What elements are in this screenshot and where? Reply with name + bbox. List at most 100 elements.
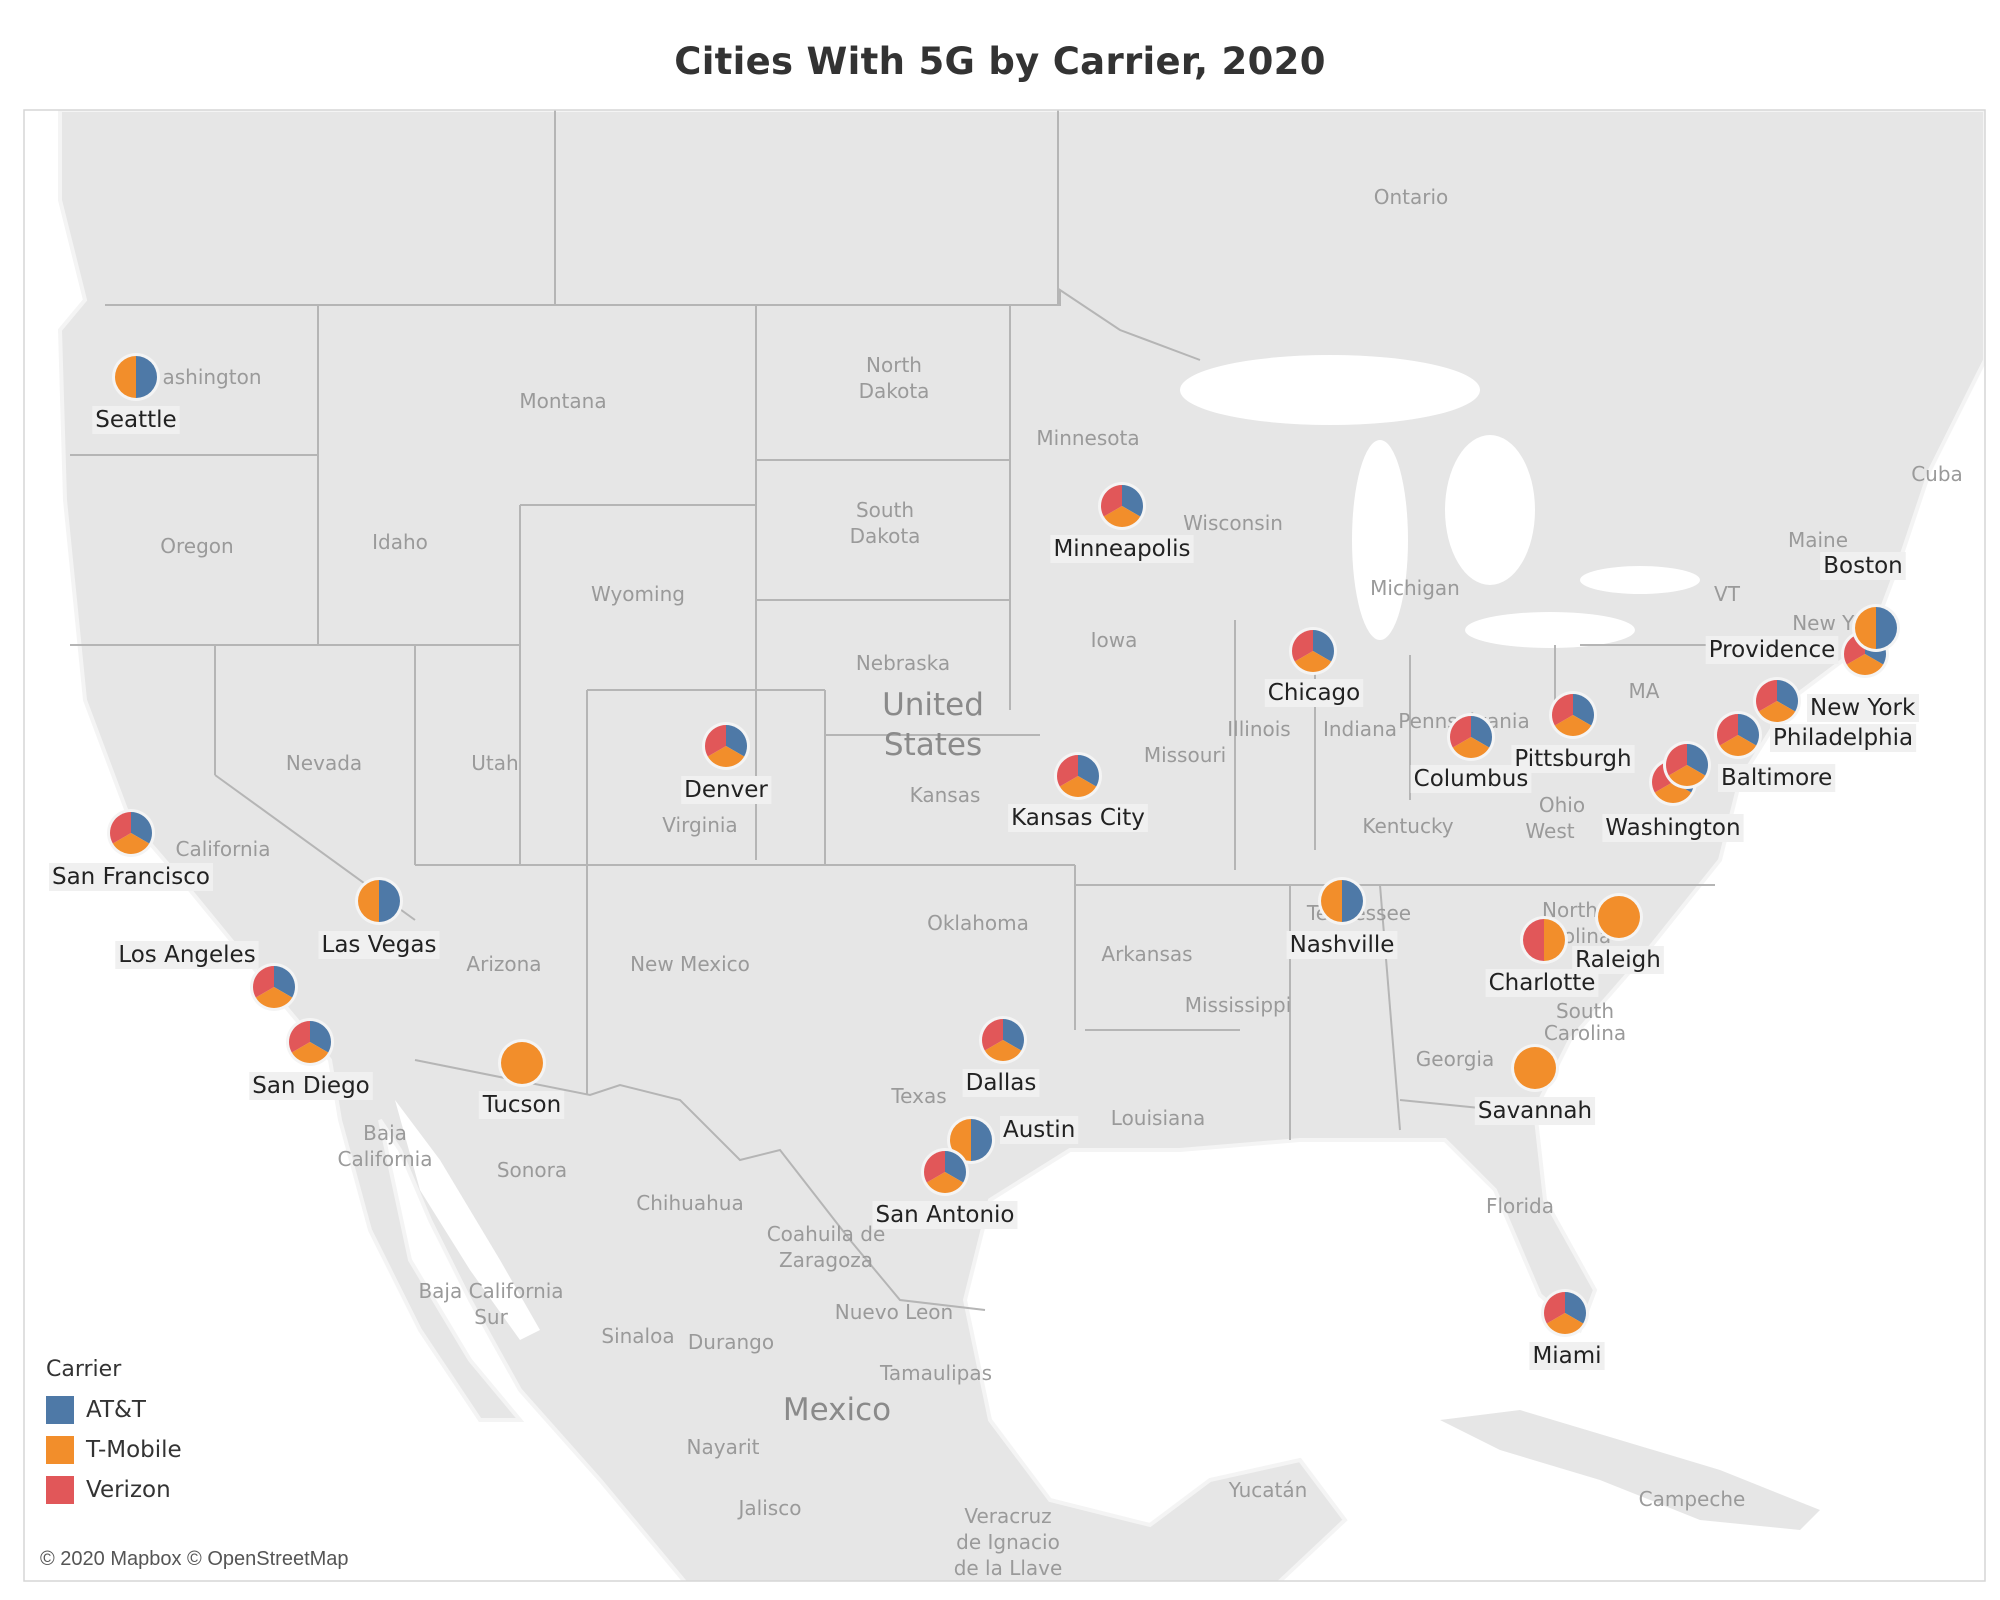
city-pie-kansas-city[interactable] [1054,752,1102,800]
city-pie-charlotte[interactable] [1520,916,1568,964]
city-label-bg [1572,946,1664,974]
map-label: Michigan [1370,576,1460,600]
city-label-bg [1807,694,1919,722]
map-label: Jalisco [737,1496,802,1520]
city-label-raleigh: Raleigh [1575,947,1661,973]
pie-slice-verizon [1544,1292,1565,1324]
city-pie-denver[interactable] [702,722,750,770]
city-pie-savannah[interactable] [1511,1044,1559,1092]
pie-slice-att [1003,1019,1024,1051]
map-label: New Mexico [630,952,750,976]
city-pie-new-york[interactable] [1753,677,1801,725]
city-pie-miami[interactable] [1541,1289,1589,1337]
pie-slice-att [1876,607,1897,649]
map-label: Georgia [1416,1047,1494,1071]
city-pie-san-antonio[interactable] [921,1148,969,1196]
pie-slice-att [310,1021,331,1053]
legend-label-att: AT&T [86,1397,146,1423]
city-pie-philadelphia[interactable] [1714,711,1762,759]
pie-slice-att [1122,485,1143,517]
map-label: Louisiana [1111,1106,1205,1130]
city-label-bg [1602,814,1744,842]
map-label: West [1525,819,1574,843]
pie-slice-tmobile [501,1042,543,1084]
gulf-of-california [395,1100,540,1340]
pie-slice-tmobile [358,880,379,922]
pie-slice-tmobile [255,987,293,1008]
pie-slice-verizon [289,1021,310,1053]
city-label-nashville: Nashville [1290,932,1395,958]
pie-slice-att [274,966,295,998]
city-pie-dallas[interactable] [979,1016,1027,1064]
map-label: Tamaulipas [879,1361,992,1385]
legend-item-att[interactable]: AT&T [46,1390,182,1430]
city-pie-boston[interactable] [1852,604,1900,652]
legend-item-tmobile[interactable]: T-Mobile [46,1430,182,1470]
map-label: California [338,1147,433,1171]
pie-slice-tmobile [1598,896,1640,938]
city-pie-minneapolis[interactable] [1098,482,1146,530]
map-label: South [1556,999,1614,1023]
pie-slice-verizon [253,966,274,998]
legend-label-verizon: Verizon [86,1477,171,1503]
map-label: Virginia [662,813,737,837]
city-pie-nashville[interactable] [1318,877,1366,925]
city-label-chicago: Chicago [1268,680,1360,706]
city-pie-austin[interactable] [947,1116,995,1164]
city-pie-baltimore[interactable] [1663,741,1711,789]
pie-slice-tmobile [1544,919,1565,961]
pie-slice-att [1078,755,1100,787]
chart-title: Cities With 5G by Carrier, 2020 [674,40,1326,83]
map-label: Durango [688,1330,774,1354]
pie-slice-verizon [1666,744,1687,776]
basemap: OntarioashingtonMontanaNorthDakotaMinnes… [24,110,1985,1581]
map-label: Wisconsin [1183,511,1283,535]
pie-slice-att [1313,630,1334,662]
lake-superior [1180,355,1480,425]
city-label-bg [1410,765,1532,793]
city-label-philadelphia: Philadelphia [1773,725,1913,751]
map-label: Sur [474,1305,508,1329]
city-pie-las-vegas[interactable] [355,877,403,925]
city-label-bg [872,1201,1018,1229]
pie-slice-att [1687,744,1708,776]
city-pie-los-angeles[interactable] [250,963,298,1011]
lake-michigan [1352,440,1408,640]
city-label-kansas-city: Kansas City [1011,805,1145,831]
pie-slice-verizon [1523,919,1544,961]
map-label: Illinois [1227,717,1290,741]
legend-item-verizon[interactable]: Verizon [46,1470,182,1510]
city-pie-raleigh[interactable] [1595,893,1643,941]
pie-slice-att [1471,716,1493,748]
pie-slice-tmobile [1321,880,1342,922]
city-pie-tucson[interactable] [498,1039,546,1087]
city-label-bg [48,863,214,891]
pie-slice-tmobile [1855,607,1876,649]
city-label-denver: Denver [684,777,768,803]
legend-label-tmobile: T-Mobile [86,1437,182,1463]
city-label-new-york: New York [1810,695,1916,721]
city-pie-columbus[interactable] [1447,713,1495,761]
pie-slice-att [1777,680,1798,712]
map-label: ashington [162,365,261,389]
map-label: Missouri [1144,743,1226,767]
city-pie-san-francisco[interactable] [107,809,155,857]
city-pie-chicago[interactable] [1289,627,1337,675]
legend-swatch-tmobile [46,1436,74,1464]
legend: Carrier AT&T T-Mobile Verizon [46,1357,182,1510]
city-pie-pittsburgh[interactable] [1549,691,1597,739]
map-label: Ohio [1539,793,1585,817]
map-label: Montana [519,389,606,413]
city-label-bg [478,1091,565,1119]
city-label-bg [1820,552,1906,580]
city-label-miami: Miami [1532,1343,1601,1369]
map-label: Sonora [497,1158,567,1182]
lake-ontario [1580,566,1700,594]
legend-swatch-verizon [46,1476,74,1504]
city-label-bg [1511,745,1635,773]
city-label-bg [249,1072,373,1100]
city-label-columbus: Columbus [1414,766,1529,792]
city-pie-seattle[interactable] [112,353,160,401]
city-pie-san-diego[interactable] [286,1018,334,1066]
